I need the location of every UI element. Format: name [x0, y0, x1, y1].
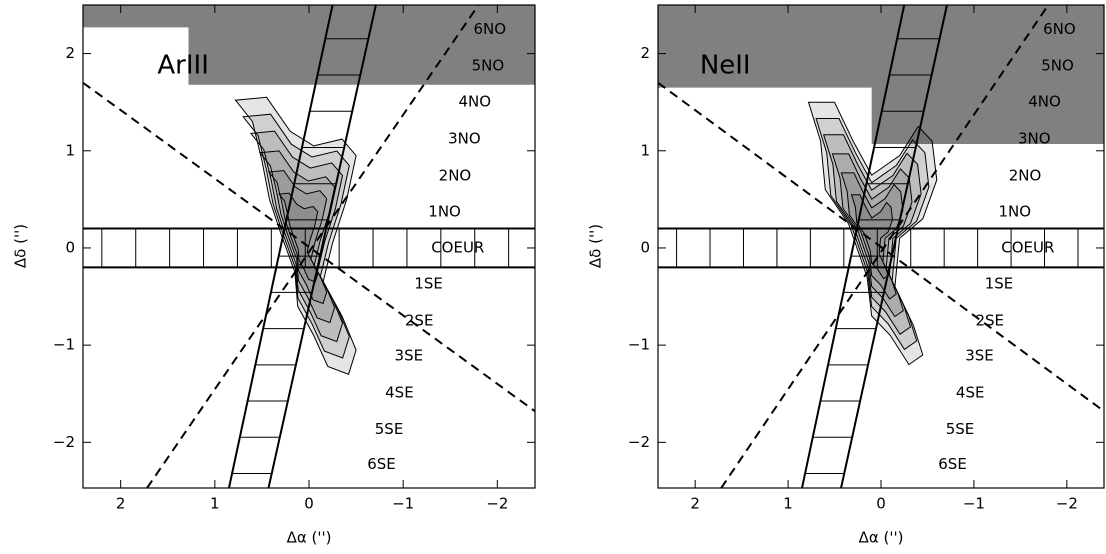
- x-tick-label: 0: [304, 495, 314, 513]
- slit-label: 4NO: [1028, 93, 1061, 111]
- slit-label: 1SE: [985, 274, 1014, 292]
- dashed-line: [83, 81, 535, 413]
- slit-label: COEUR: [1001, 238, 1054, 256]
- slit-label: 3NO: [448, 130, 481, 148]
- y-tick-label: 0: [640, 238, 650, 256]
- slit-label: COEUR: [431, 238, 484, 256]
- slit-label: 6NO: [1043, 20, 1076, 38]
- y-axis-label: Δδ (''): [587, 224, 605, 268]
- slit-edge: [267, 5, 377, 488]
- plot-area: [83, 5, 535, 488]
- y-tick-label: −1: [628, 336, 650, 354]
- masked-region: [83, 5, 535, 85]
- x-axis-label: Δα (''): [287, 529, 332, 547]
- x-tick-label: −2: [486, 495, 508, 513]
- slit-label: 4SE: [956, 383, 985, 401]
- x-axis-label: Δα (''): [859, 529, 904, 547]
- slit-label: 5SE: [946, 420, 975, 438]
- slit-label: 2SE: [405, 311, 434, 329]
- dashed-line: [146, 5, 480, 488]
- slit-label: 3SE: [395, 346, 424, 364]
- x-tick-label: 2: [690, 495, 700, 513]
- y-tick-label: 0: [65, 238, 75, 256]
- slit-label: 3SE: [965, 346, 994, 364]
- slit-label: 4SE: [385, 383, 414, 401]
- y-tick-label: 1: [640, 141, 650, 159]
- panel-title: ArIII: [157, 51, 208, 81]
- y-tick-label: −2: [628, 433, 650, 451]
- masked-region: [658, 5, 1104, 144]
- x-tick-label: −1: [963, 495, 985, 513]
- y-tick-label: −1: [53, 336, 75, 354]
- contour: [850, 194, 894, 280]
- slit-label: 2NO: [1009, 167, 1042, 185]
- slit-label: 6SE: [367, 455, 396, 473]
- y-tick-label: −2: [53, 433, 75, 451]
- x-tick-label: 2: [116, 495, 126, 513]
- x-tick-label: 1: [783, 495, 793, 513]
- slit-label: 6SE: [938, 455, 967, 473]
- slit-edge: [227, 5, 334, 488]
- x-tick-label: 0: [876, 495, 886, 513]
- dashed-line: [720, 5, 1050, 488]
- x-tick-label: −1: [392, 495, 414, 513]
- panel-title: NeII: [700, 51, 751, 81]
- x-tick-label: 1: [210, 495, 220, 513]
- slit-label: 6NO: [474, 20, 507, 38]
- y-tick-label: 1: [65, 141, 75, 159]
- slit-label: 1SE: [414, 274, 443, 292]
- y-axis-label: Δδ (''): [12, 224, 30, 268]
- slit-edge: [840, 5, 948, 488]
- dashed-line: [658, 81, 1104, 413]
- slit-label: 3NO: [1018, 130, 1051, 148]
- slit-label: 2SE: [975, 311, 1004, 329]
- plot-area: [658, 5, 1104, 488]
- y-tick-label: 2: [65, 44, 75, 62]
- contour: [267, 170, 328, 305]
- slit-label: 2NO: [439, 167, 472, 185]
- slit-label: 1NO: [428, 203, 461, 221]
- y-tick-label: 2: [640, 44, 650, 62]
- slit-label: 5NO: [1041, 57, 1074, 75]
- slit-label: 1NO: [999, 203, 1032, 221]
- x-tick-label: −2: [1056, 495, 1078, 513]
- slit-label: 4NO: [458, 93, 491, 111]
- slit-label: 5NO: [472, 57, 505, 75]
- slit-label: 5SE: [375, 420, 404, 438]
- slit-edge: [801, 5, 906, 488]
